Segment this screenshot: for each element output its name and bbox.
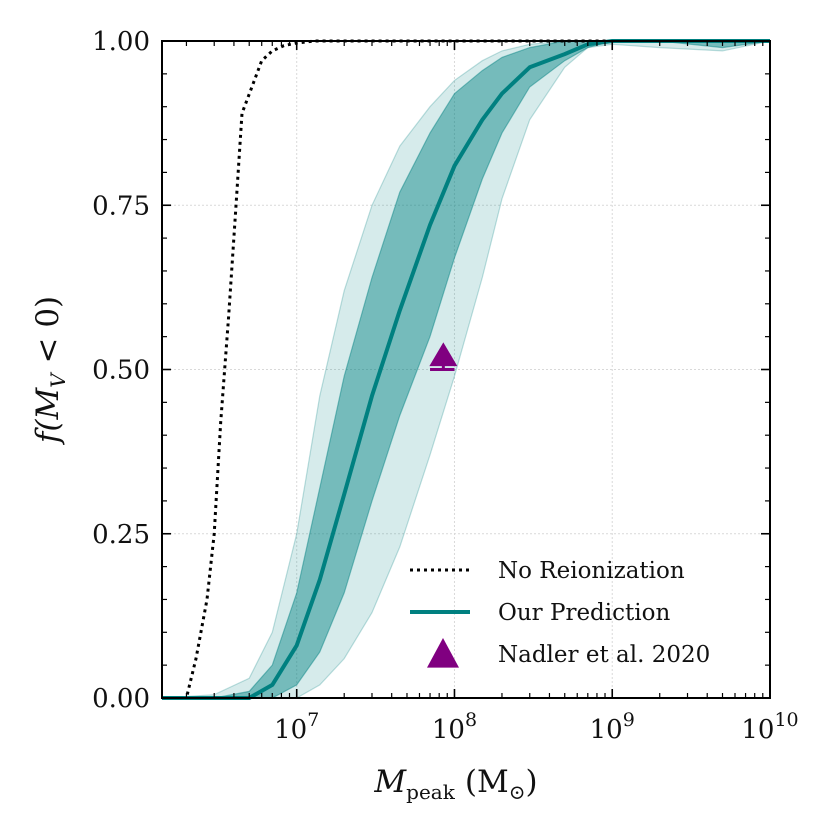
y-tick-label: 0.00 <box>92 684 150 714</box>
x-tick-label: 108 <box>432 709 477 745</box>
legend-label: Our Prediction <box>498 600 670 626</box>
y-tick-label: 0.50 <box>92 356 150 386</box>
legend-label: No Reionization <box>498 558 685 584</box>
y-tick-label: 0.25 <box>92 520 150 550</box>
x-axis-label: Mpeak (M⊙) <box>373 764 537 804</box>
y-tick-label: 0.75 <box>92 191 150 221</box>
y-tick-label: 1.00 <box>92 27 150 57</box>
chart: 0.00 0.25 0.50 0.75 1.00 107 108 109 1010 Mpeak(… <box>0 0 830 830</box>
x-tick-label: 107 <box>274 709 319 745</box>
x-tick-label: 109 <box>590 709 635 745</box>
legend: No Reionization Our Prediction Nadler et a… <box>410 558 710 668</box>
legend-label: Nadler et al. 2020 <box>498 642 710 668</box>
x-tick-label: 1010 <box>741 709 798 745</box>
y-axis-label: f(MV < 0) <box>30 296 70 445</box>
